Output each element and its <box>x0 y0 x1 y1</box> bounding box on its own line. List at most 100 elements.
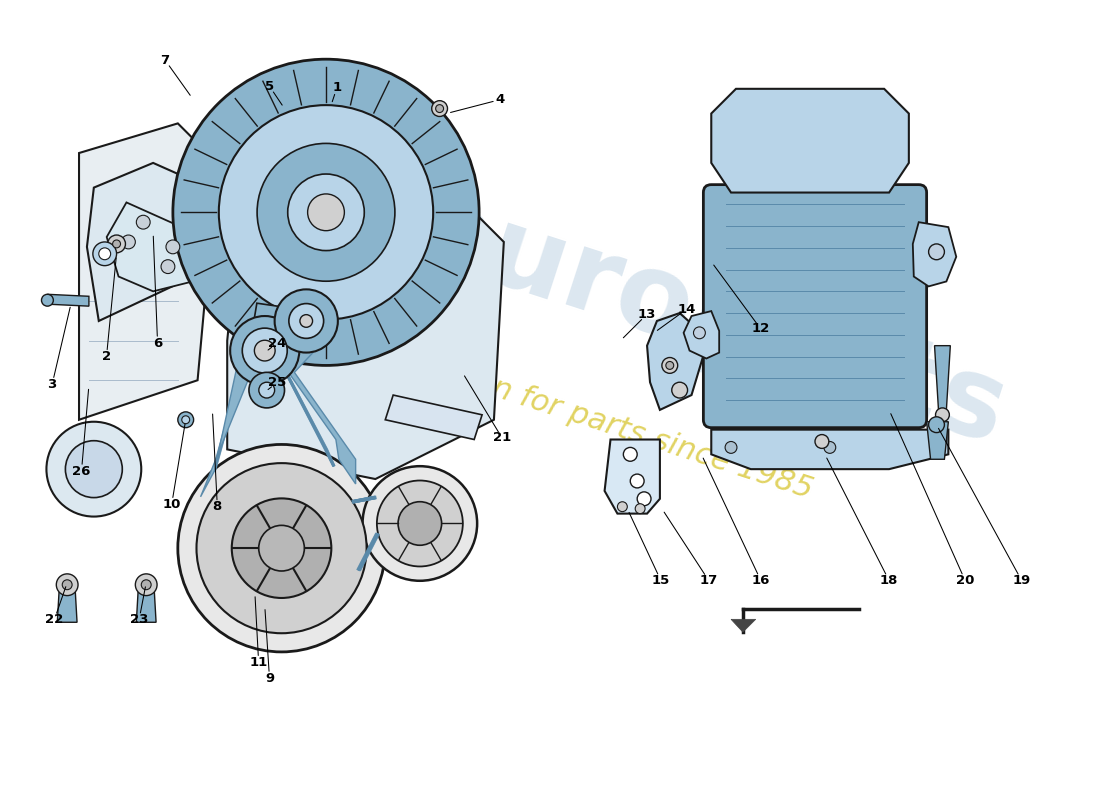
Text: 24: 24 <box>268 337 286 350</box>
Polygon shape <box>913 222 956 286</box>
Circle shape <box>249 372 285 408</box>
Polygon shape <box>683 311 719 358</box>
Circle shape <box>617 502 627 512</box>
Text: 13: 13 <box>637 308 656 321</box>
Polygon shape <box>647 313 703 410</box>
Circle shape <box>308 194 344 230</box>
Circle shape <box>289 303 323 338</box>
Text: 9: 9 <box>265 672 274 685</box>
Polygon shape <box>79 123 218 420</box>
Circle shape <box>42 294 53 306</box>
Circle shape <box>254 340 275 361</box>
Circle shape <box>436 105 443 113</box>
Circle shape <box>161 260 175 274</box>
Polygon shape <box>712 89 909 193</box>
Circle shape <box>173 59 480 366</box>
Circle shape <box>635 504 645 514</box>
Circle shape <box>637 492 651 506</box>
Polygon shape <box>87 163 212 321</box>
Circle shape <box>56 574 78 595</box>
Circle shape <box>693 327 705 338</box>
Circle shape <box>63 580 73 590</box>
Circle shape <box>928 244 945 260</box>
Circle shape <box>624 447 637 462</box>
Circle shape <box>182 416 189 424</box>
Circle shape <box>232 498 331 598</box>
Polygon shape <box>107 202 208 291</box>
Polygon shape <box>252 303 311 341</box>
Circle shape <box>935 408 949 422</box>
Circle shape <box>398 502 441 546</box>
Circle shape <box>725 442 737 454</box>
Circle shape <box>630 474 645 488</box>
Circle shape <box>136 215 151 229</box>
Circle shape <box>928 417 945 433</box>
Circle shape <box>99 248 111 260</box>
Circle shape <box>178 412 194 428</box>
Circle shape <box>166 240 179 254</box>
Circle shape <box>666 362 673 370</box>
Text: 4: 4 <box>495 93 505 106</box>
Circle shape <box>242 328 287 373</box>
Text: 15: 15 <box>651 574 670 586</box>
Text: 17: 17 <box>700 574 717 586</box>
Circle shape <box>672 382 688 398</box>
Text: 21: 21 <box>493 431 512 445</box>
Text: 10: 10 <box>163 498 180 511</box>
Circle shape <box>46 422 141 517</box>
Text: 20: 20 <box>956 574 975 586</box>
Text: europarts: europarts <box>403 175 1020 466</box>
Text: 14: 14 <box>678 302 696 316</box>
Circle shape <box>363 466 477 581</box>
Text: 22: 22 <box>45 614 64 626</box>
Circle shape <box>815 434 828 449</box>
Circle shape <box>141 580 151 590</box>
Circle shape <box>65 441 122 498</box>
Circle shape <box>377 481 463 566</box>
Circle shape <box>197 463 366 634</box>
Circle shape <box>178 445 385 652</box>
Circle shape <box>258 526 305 571</box>
Text: 12: 12 <box>751 322 770 335</box>
Text: 2: 2 <box>102 350 111 363</box>
Text: 8: 8 <box>212 500 222 513</box>
Text: 5: 5 <box>265 80 274 93</box>
Polygon shape <box>200 338 301 497</box>
Polygon shape <box>228 193 504 479</box>
Circle shape <box>135 574 157 595</box>
Polygon shape <box>712 430 948 469</box>
Circle shape <box>288 174 364 250</box>
Text: 18: 18 <box>880 574 898 586</box>
Text: 7: 7 <box>161 54 169 66</box>
Text: 19: 19 <box>1012 574 1031 586</box>
Circle shape <box>108 235 125 253</box>
Polygon shape <box>926 422 948 459</box>
Circle shape <box>230 316 299 385</box>
Polygon shape <box>276 326 355 484</box>
Text: 25: 25 <box>268 376 286 389</box>
Circle shape <box>219 105 433 319</box>
Polygon shape <box>605 439 660 514</box>
Circle shape <box>662 358 678 374</box>
Text: 1: 1 <box>332 82 341 94</box>
Polygon shape <box>385 395 482 439</box>
Polygon shape <box>57 588 77 622</box>
Circle shape <box>275 290 338 353</box>
Text: 3: 3 <box>47 378 57 390</box>
Text: 11: 11 <box>250 656 267 669</box>
Circle shape <box>300 314 312 327</box>
Circle shape <box>257 143 395 282</box>
Text: 16: 16 <box>751 574 770 586</box>
Text: 26: 26 <box>73 465 90 478</box>
Text: a passion for parts since 1985: a passion for parts since 1985 <box>368 334 816 505</box>
Circle shape <box>431 101 448 117</box>
Polygon shape <box>732 619 756 632</box>
Circle shape <box>121 235 135 249</box>
Polygon shape <box>935 346 950 410</box>
Text: 6: 6 <box>153 337 162 350</box>
Polygon shape <box>136 588 156 622</box>
Circle shape <box>258 382 275 398</box>
Circle shape <box>112 240 121 248</box>
FancyBboxPatch shape <box>703 185 926 428</box>
Circle shape <box>92 242 117 266</box>
